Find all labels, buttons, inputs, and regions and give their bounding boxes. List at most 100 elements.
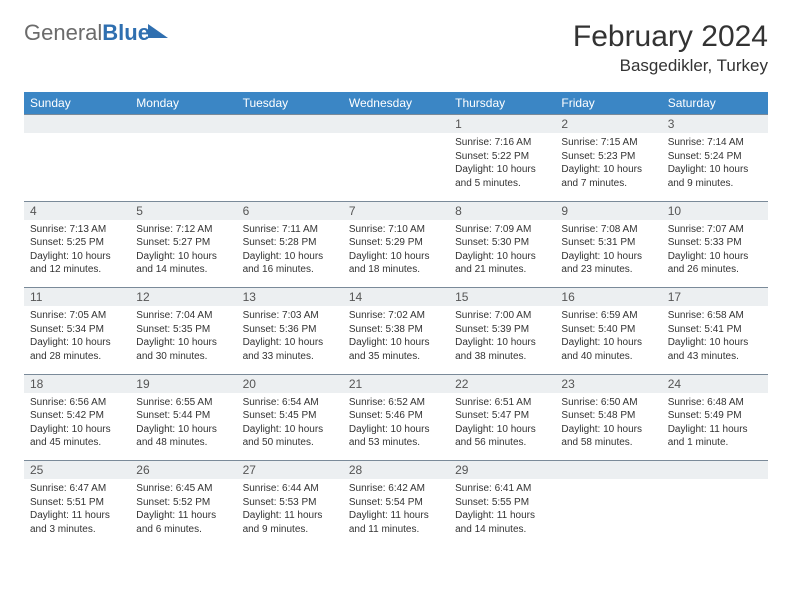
day-detail-line: Daylight: 10 hours and 38 minutes. xyxy=(455,336,549,363)
day-detail-line: Daylight: 10 hours and 16 minutes. xyxy=(243,250,337,277)
day-detail-line: Sunset: 5:44 PM xyxy=(136,409,230,423)
day-number-cell: 18 xyxy=(24,374,130,393)
day-detail-line: Sunrise: 7:13 AM xyxy=(30,223,124,237)
day-detail-line: Sunrise: 7:03 AM xyxy=(243,309,337,323)
day-number-cell: 6 xyxy=(237,201,343,220)
day-detail-line: Daylight: 11 hours and 1 minute. xyxy=(668,423,762,450)
day-number-row: 45678910 xyxy=(24,201,768,220)
day-number-cell: 24 xyxy=(662,374,768,393)
day-details-row: Sunrise: 6:56 AMSunset: 5:42 PMDaylight:… xyxy=(24,393,768,461)
day-detail-line: Sunrise: 6:54 AM xyxy=(243,396,337,410)
day-number-cell: 5 xyxy=(130,201,236,220)
day-number-cell xyxy=(24,115,130,134)
day-number-cell: 13 xyxy=(237,288,343,307)
day-detail-line: Daylight: 10 hours and 5 minutes. xyxy=(455,163,549,190)
day-detail-line: Sunset: 5:25 PM xyxy=(30,236,124,250)
day-detail-line: Sunrise: 6:58 AM xyxy=(668,309,762,323)
day-detail-line: Sunset: 5:34 PM xyxy=(30,323,124,337)
day-detail-line: Daylight: 10 hours and 7 minutes. xyxy=(561,163,655,190)
day-details-cell: Sunrise: 6:44 AMSunset: 5:53 PMDaylight:… xyxy=(237,479,343,547)
day-header: Friday xyxy=(555,92,661,115)
day-detail-line: Sunset: 5:53 PM xyxy=(243,496,337,510)
day-details-cell: Sunrise: 7:02 AMSunset: 5:38 PMDaylight:… xyxy=(343,306,449,374)
logo-triangle-icon xyxy=(148,24,168,38)
day-detail-line: Sunset: 5:51 PM xyxy=(30,496,124,510)
day-details-cell: Sunrise: 7:12 AMSunset: 5:27 PMDaylight:… xyxy=(130,220,236,288)
day-detail-line: Sunset: 5:45 PM xyxy=(243,409,337,423)
day-detail-line: Sunrise: 7:15 AM xyxy=(561,136,655,150)
day-details-cell: Sunrise: 6:52 AMSunset: 5:46 PMDaylight:… xyxy=(343,393,449,461)
day-header: Saturday xyxy=(662,92,768,115)
day-detail-line: Sunset: 5:24 PM xyxy=(668,150,762,164)
header: GeneralBlue February 2024 Basgedikler, T… xyxy=(24,20,768,76)
day-detail-line: Sunrise: 7:12 AM xyxy=(136,223,230,237)
day-details-cell: Sunrise: 6:42 AMSunset: 5:54 PMDaylight:… xyxy=(343,479,449,547)
day-detail-line: Sunrise: 6:41 AM xyxy=(455,482,549,496)
day-details-cell: Sunrise: 7:11 AMSunset: 5:28 PMDaylight:… xyxy=(237,220,343,288)
day-details-cell: Sunrise: 6:48 AMSunset: 5:49 PMDaylight:… xyxy=(662,393,768,461)
day-detail-line: Sunrise: 7:05 AM xyxy=(30,309,124,323)
calendar-body: 123Sunrise: 7:16 AMSunset: 5:22 PMDaylig… xyxy=(24,115,768,548)
day-detail-line: Sunrise: 6:51 AM xyxy=(455,396,549,410)
day-detail-line: Daylight: 10 hours and 45 minutes. xyxy=(30,423,124,450)
day-detail-line: Sunset: 5:55 PM xyxy=(455,496,549,510)
logo-part1: General xyxy=(24,20,102,45)
day-number-cell: 22 xyxy=(449,374,555,393)
day-details-cell: Sunrise: 7:14 AMSunset: 5:24 PMDaylight:… xyxy=(662,133,768,201)
day-detail-line: Sunset: 5:41 PM xyxy=(668,323,762,337)
day-detail-line: Daylight: 10 hours and 28 minutes. xyxy=(30,336,124,363)
day-details-row: Sunrise: 7:05 AMSunset: 5:34 PMDaylight:… xyxy=(24,306,768,374)
day-detail-line: Sunset: 5:42 PM xyxy=(30,409,124,423)
day-detail-line: Daylight: 11 hours and 9 minutes. xyxy=(243,509,337,536)
day-details-row: Sunrise: 7:13 AMSunset: 5:25 PM Daylight:… xyxy=(24,220,768,288)
title-block: February 2024 Basgedikler, Turkey xyxy=(573,20,768,76)
day-details-cell: Sunrise: 6:50 AMSunset: 5:48 PMDaylight:… xyxy=(555,393,661,461)
day-detail-line: Sunset: 5:22 PM xyxy=(455,150,549,164)
day-number-cell xyxy=(555,461,661,480)
day-number-cell: 21 xyxy=(343,374,449,393)
day-detail-line: Daylight: 10 hours and 9 minutes. xyxy=(668,163,762,190)
day-header-row: Sunday Monday Tuesday Wednesday Thursday… xyxy=(24,92,768,115)
day-number-cell: 9 xyxy=(555,201,661,220)
day-detail-line: Sunset: 5:52 PM xyxy=(136,496,230,510)
day-detail-line: Sunset: 5:36 PM xyxy=(243,323,337,337)
day-detail-line: Sunset: 5:47 PM xyxy=(455,409,549,423)
day-detail-line: Sunrise: 7:09 AM xyxy=(455,223,549,237)
day-details-cell xyxy=(662,479,768,547)
day-number-cell xyxy=(130,115,236,134)
day-detail-line: Daylight: 10 hours and 21 minutes. xyxy=(455,250,549,277)
day-details-cell: Sunrise: 6:51 AMSunset: 5:47 PMDaylight:… xyxy=(449,393,555,461)
day-detail-line: Sunset: 5:49 PM xyxy=(668,409,762,423)
day-details-cell: Sunrise: 7:16 AMSunset: 5:22 PMDaylight:… xyxy=(449,133,555,201)
day-detail-line: Sunset: 5:31 PM xyxy=(561,236,655,250)
day-number-row: 2526272829 xyxy=(24,461,768,480)
day-detail-line: Daylight: 11 hours and 3 minutes. xyxy=(30,509,124,536)
day-header: Wednesday xyxy=(343,92,449,115)
day-detail-line: Sunrise: 7:16 AM xyxy=(455,136,549,150)
day-number-cell: 1 xyxy=(449,115,555,134)
day-detail-line: Sunrise: 6:42 AM xyxy=(349,482,443,496)
day-number-cell: 17 xyxy=(662,288,768,307)
day-detail-line: Sunrise: 6:55 AM xyxy=(136,396,230,410)
day-detail-line: Sunset: 5:30 PM xyxy=(455,236,549,250)
day-number-cell: 2 xyxy=(555,115,661,134)
day-details-cell: Sunrise: 6:59 AMSunset: 5:40 PMDaylight:… xyxy=(555,306,661,374)
day-details-cell: Sunrise: 7:10 AMSunset: 5:29 PMDaylight:… xyxy=(343,220,449,288)
day-number-cell: 11 xyxy=(24,288,130,307)
day-details-cell xyxy=(24,133,130,201)
day-number-cell: 8 xyxy=(449,201,555,220)
day-number-cell: 16 xyxy=(555,288,661,307)
day-detail-line: Daylight: 11 hours and 6 minutes. xyxy=(136,509,230,536)
day-detail-line: Sunset: 5:38 PM xyxy=(349,323,443,337)
day-detail-line: Sunrise: 7:10 AM xyxy=(349,223,443,237)
day-detail-line: Daylight: 10 hours and 33 minutes. xyxy=(243,336,337,363)
day-number-cell: 29 xyxy=(449,461,555,480)
day-details-cell xyxy=(130,133,236,201)
day-detail-line: Sunrise: 7:08 AM xyxy=(561,223,655,237)
day-detail-line: Daylight: 10 hours and 50 minutes. xyxy=(243,423,337,450)
month-title: February 2024 xyxy=(573,20,768,54)
day-detail-line: Daylight: 10 hours and 58 minutes. xyxy=(561,423,655,450)
day-detail-line: Sunset: 5:29 PM xyxy=(349,236,443,250)
day-number-cell: 12 xyxy=(130,288,236,307)
logo-text: GeneralBlue xyxy=(24,20,150,46)
